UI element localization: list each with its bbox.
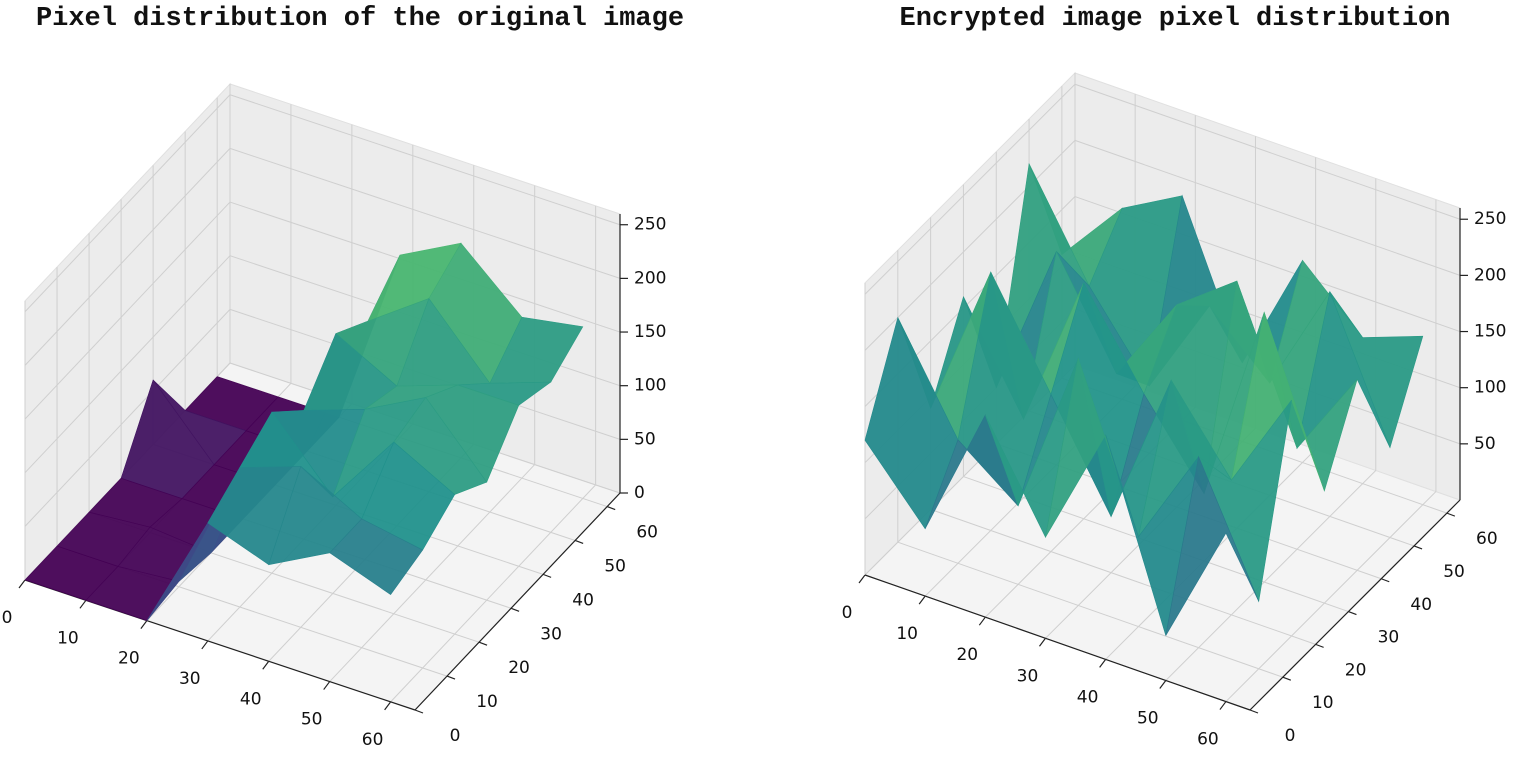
- tick-mark: [918, 595, 926, 605]
- surface: [24, 242, 584, 621]
- y-tick-label: 30: [1378, 628, 1400, 648]
- grid-line: [24, 255, 231, 474]
- tick-mark: [1446, 512, 1456, 517]
- tick-mark: [510, 607, 520, 612]
- tick-mark: [978, 616, 986, 626]
- y-tick-label: 30: [540, 624, 562, 644]
- grid-line: [24, 148, 231, 366]
- tick-mark: [262, 660, 270, 670]
- x-tick-label: 20: [956, 645, 978, 665]
- grid-line: [864, 83, 1076, 295]
- z-tick-label: 100: [1474, 378, 1506, 398]
- tick-mark: [1381, 578, 1390, 583]
- z-tick-label: 250: [1474, 209, 1506, 229]
- grid-line: [329, 464, 536, 682]
- z-tick-label: 150: [634, 322, 666, 342]
- tick-mark: [542, 573, 552, 578]
- grid-line: [24, 201, 231, 420]
- y-axis: [414, 492, 621, 711]
- surface: [864, 162, 1424, 636]
- grid-line: [24, 309, 231, 527]
- y-axis: [1249, 499, 1461, 711]
- x-tick-label: 0: [842, 603, 853, 623]
- z-tick-label: 150: [1474, 322, 1506, 342]
- tick-mark: [140, 620, 148, 629]
- x-tick-label: 40: [1077, 687, 1099, 707]
- x-tick-label: 20: [118, 649, 140, 669]
- tick-mark: [1413, 545, 1423, 550]
- x-tick-label: 10: [896, 624, 918, 644]
- grid-line: [864, 140, 1076, 351]
- grid-line: [930, 508, 1316, 645]
- x-axis: [864, 574, 1251, 711]
- grid-line: [897, 541, 1283, 678]
- x-tick-label: 30: [1017, 666, 1039, 686]
- x-tick-label: 60: [362, 730, 384, 750]
- x-tick-label: 50: [1137, 708, 1159, 728]
- y-tick-label: 40: [1410, 595, 1432, 615]
- z-tick-label: 100: [634, 376, 666, 396]
- tick-mark: [606, 506, 616, 511]
- y-tick-label: 40: [572, 590, 594, 610]
- y-tick-label: 0: [450, 726, 461, 746]
- chart-title: Pixel distribution of the original image: [36, 4, 684, 34]
- z-tick-label: 200: [634, 268, 666, 288]
- surface-patch: [1165, 455, 1260, 636]
- tick-mark: [1159, 680, 1167, 689]
- x-tick-label: 30: [179, 669, 201, 689]
- x-tick-label: 60: [1197, 730, 1219, 750]
- tick-mark: [1099, 659, 1107, 668]
- grid-line: [1074, 83, 1461, 220]
- z-tick-label: 200: [1474, 265, 1506, 285]
- y-tick-label: 50: [604, 556, 626, 576]
- y-tick-label: 10: [1312, 693, 1334, 713]
- tick-mark: [1348, 611, 1357, 616]
- tick-mark: [446, 675, 456, 680]
- tick-mark: [1038, 637, 1046, 647]
- y-tick-label: 60: [1476, 529, 1498, 549]
- tick-mark: [18, 579, 26, 589]
- grid-line: [229, 94, 621, 226]
- z-tick-label: 50: [1474, 434, 1496, 454]
- x-tick-label: 10: [57, 628, 79, 648]
- tick-mark: [384, 701, 392, 711]
- grid-line: [1225, 491, 1437, 702]
- tick-mark: [79, 599, 87, 609]
- z-tick-label: 0: [634, 483, 645, 503]
- y-tick-label: 50: [1443, 562, 1465, 582]
- x-tick-label: 50: [301, 710, 323, 730]
- surface-patch: [329, 518, 424, 595]
- x-tick-label: 40: [240, 689, 262, 709]
- grid-line: [229, 147, 621, 279]
- tick-mark: [1282, 676, 1292, 681]
- tick-mark: [414, 709, 424, 714]
- x-tick-label: 0: [2, 608, 13, 628]
- grid-line: [1074, 139, 1461, 276]
- tick-mark: [1315, 643, 1324, 648]
- y-tick-label: 10: [476, 692, 498, 712]
- y-tick-label: 0: [1285, 726, 1296, 746]
- y-tick-label: 20: [508, 658, 530, 678]
- tick-mark: [323, 681, 331, 690]
- tick-mark: [201, 640, 209, 650]
- grid-line: [24, 94, 231, 313]
- tick-mark: [858, 574, 866, 584]
- y-tick-label: 20: [1345, 660, 1367, 680]
- y-tick-label: 60: [636, 523, 658, 543]
- grid-line: [390, 484, 596, 703]
- tick-mark: [1219, 701, 1227, 710]
- chart-title: Encrypted image pixel distribution: [900, 4, 1451, 34]
- z-tick-label: 250: [634, 215, 666, 235]
- tick-mark: [1249, 709, 1259, 714]
- tick-mark: [574, 539, 584, 545]
- grid-line: [1165, 470, 1377, 681]
- z-tick-label: 50: [634, 429, 656, 449]
- tick-mark: [478, 641, 488, 646]
